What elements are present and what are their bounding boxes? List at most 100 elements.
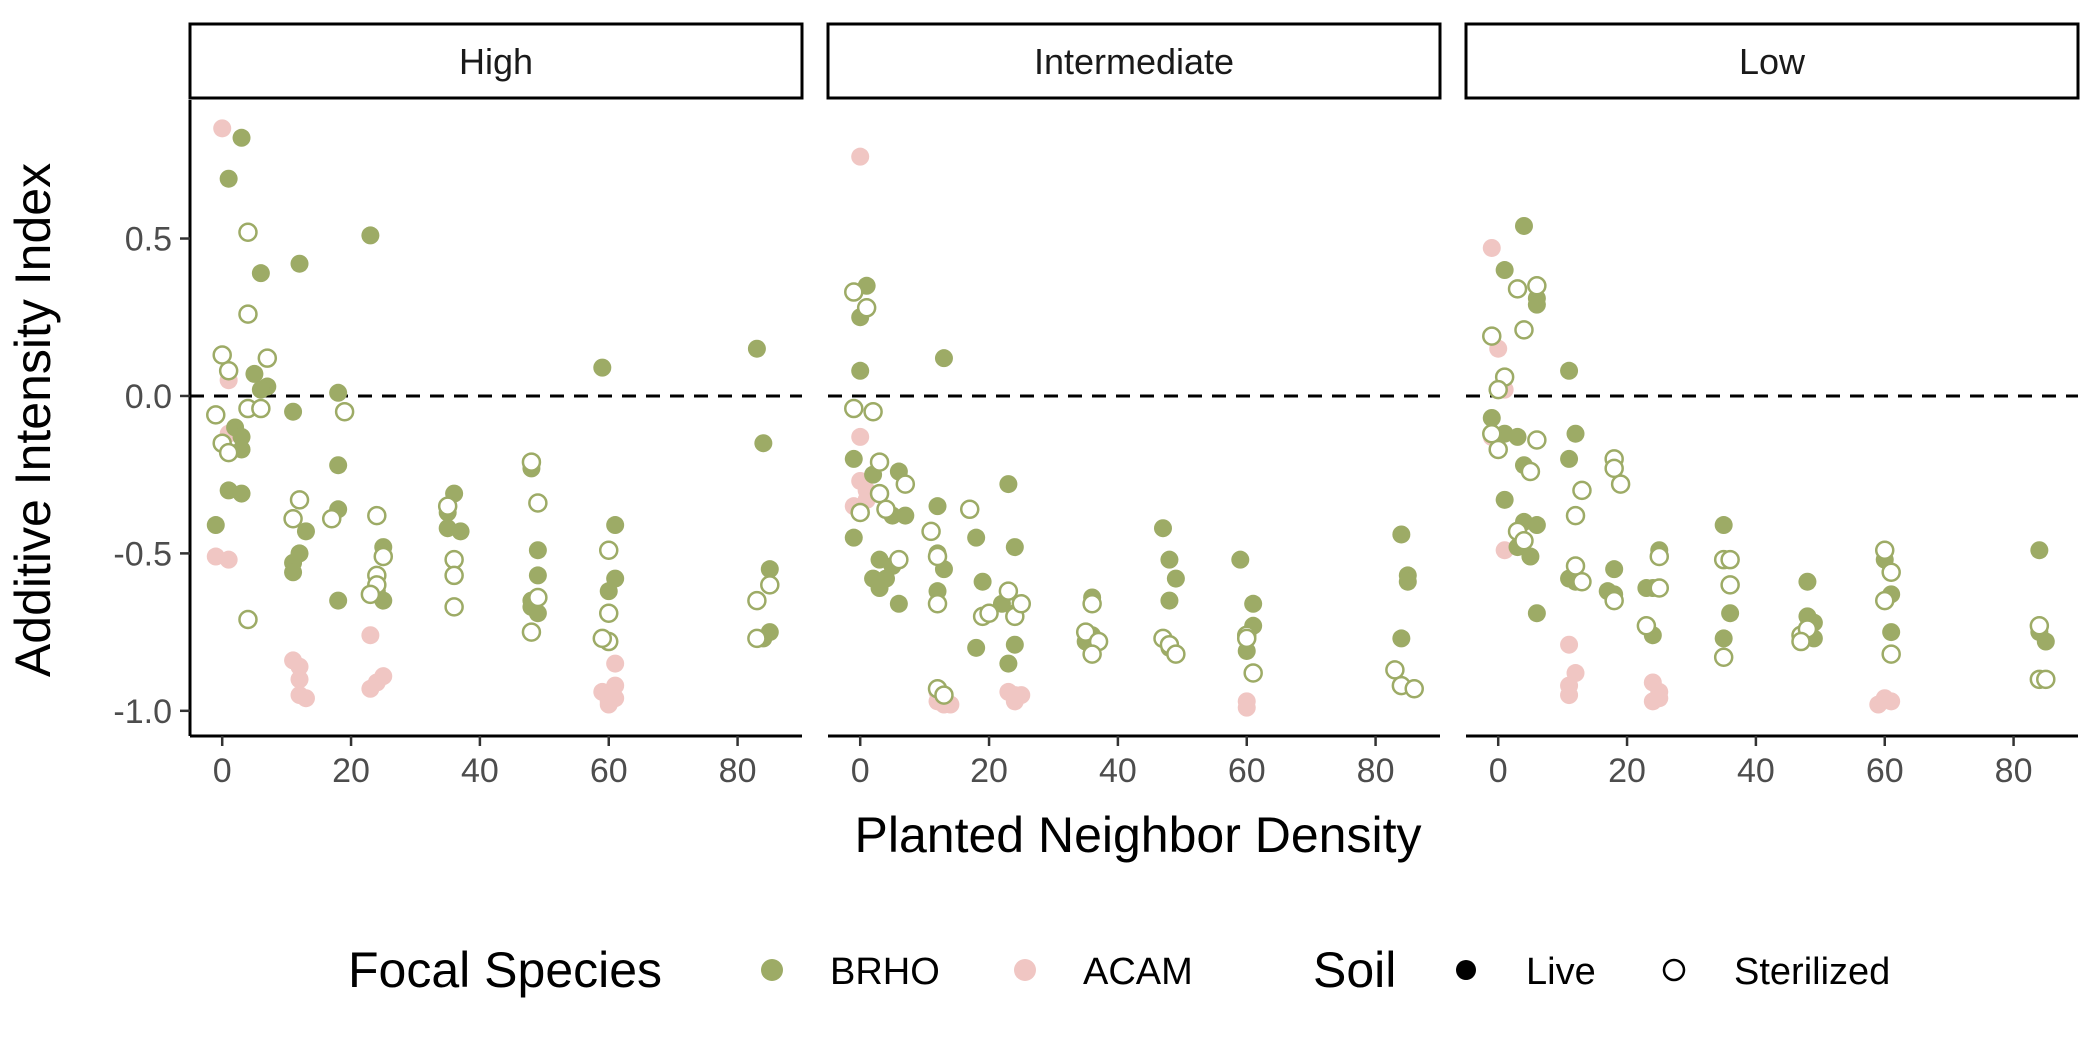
data-point [290,657,309,676]
data-point [1385,660,1405,680]
data-point [1166,569,1185,588]
data-point [844,282,864,302]
data-point [521,452,542,472]
data-point [245,364,264,383]
data-point [1166,644,1186,664]
data-point [598,540,619,560]
data-point [444,597,464,617]
data-point [928,497,947,516]
data-point [1482,409,1501,427]
data-point [606,654,625,673]
data-point [1560,686,1579,705]
data-point [1075,622,1096,642]
data-point [257,348,278,368]
data-point [360,584,381,605]
data-point [1244,594,1263,613]
data-point [296,522,315,541]
data-point [444,549,464,570]
data-point [1649,578,1670,598]
data-point [1798,572,1817,591]
data-point [934,349,953,368]
data-point [1565,505,1586,526]
data-point [606,516,625,535]
x-tick-label: 60 [1228,752,1266,790]
data-point [528,566,547,585]
data-point [1160,550,1179,569]
data-point [1881,562,1901,583]
data-point [1527,516,1546,535]
data-point [1237,698,1256,717]
data-point [1604,458,1624,479]
data-point [999,654,1018,673]
facet-strip [1464,22,2080,100]
data-point [1869,695,1888,714]
data-point [1721,604,1740,623]
data-point [232,128,251,147]
legend-title-soil: Soil [1313,942,1396,998]
data-point [1005,538,1024,557]
data-point [206,516,225,535]
data-point [754,434,773,453]
data-point [1604,590,1624,611]
data-point [979,603,999,623]
data-point [1011,594,1032,614]
data-point [1514,320,1534,340]
data-point [232,427,251,446]
legend-key-acam [1014,959,1036,981]
data-point [1882,623,1901,642]
data-point [1881,644,1901,664]
data-point [238,304,258,324]
data-point [361,626,380,645]
x-tick-label: 80 [1357,752,1395,790]
data-point [959,499,980,520]
data-point [290,254,309,273]
series-acam-live [844,147,1256,717]
data-point [2036,632,2055,651]
series-brho-sterilized [206,222,780,652]
data-point [844,528,863,547]
data-point [334,401,355,422]
x-tick-label: 0 [851,752,870,790]
data-point [218,442,239,463]
data-point [1605,560,1624,579]
data-point [1650,689,1669,708]
data-point [251,264,270,283]
data-point [1404,679,1424,699]
data-point [896,506,915,525]
data-point [1012,686,1031,705]
data-point [927,546,948,567]
data-point [1082,594,1102,614]
data-point [1508,427,1527,446]
legend-label-live: Live [1526,951,1596,993]
data-point [1243,663,1263,683]
data-point [1649,546,1670,567]
data-point [2036,669,2056,690]
data-point [1392,629,1411,648]
facet-strip [826,22,1442,100]
data-point [1507,279,1528,299]
series-brho-live [206,128,779,648]
x-tick-label: 0 [1489,752,1508,790]
data-point [521,622,542,642]
data-point [598,603,619,623]
data-point [889,549,909,570]
data-point [1713,647,1734,668]
data-point [1560,635,1579,654]
data-point [844,449,863,468]
data-point [206,405,226,425]
facet-strip-label: Low [1739,41,1806,82]
data-point [967,638,986,657]
facet-panels: High 0 20 40 60 80 0.5 0.0 -0.5 -1.0 Intermediate 0… [113,22,2080,790]
data-point [1392,525,1411,544]
data-point [760,575,780,595]
series-brho-sterilized [844,282,1424,705]
data-point [599,582,618,601]
data-point [1527,604,1546,623]
data-point [1610,474,1631,494]
data-point [895,474,916,494]
data-point [1527,295,1546,314]
data-point [998,581,1019,601]
data-point [1482,326,1502,346]
data-point [374,667,393,686]
data-point [1527,430,1547,450]
